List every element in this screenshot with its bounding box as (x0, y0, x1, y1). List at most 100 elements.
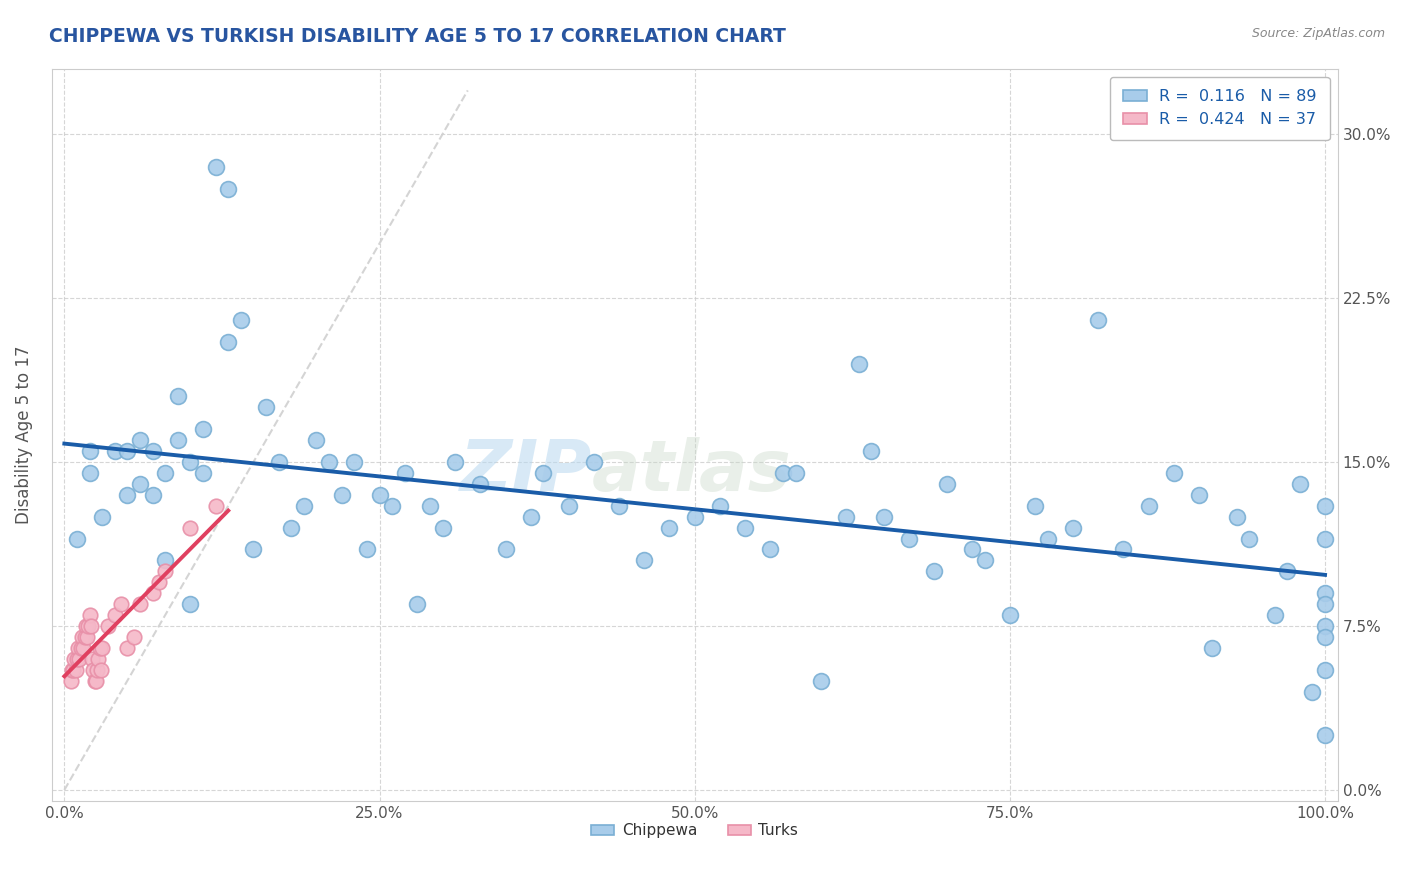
Point (683, 509, 706, 524)
Point (79, 466, 101, 480)
Point (82, 663, 104, 677)
Point (242, 542, 264, 557)
Point (1313, 532, 1336, 546)
Point (557, 499, 579, 513)
Point (444, 455, 467, 469)
Text: CHIPPEWA VS TURKISH DISABILITY AGE 5 TO 17 CORRELATION CHART: CHIPPEWA VS TURKISH DISABILITY AGE 5 TO … (49, 27, 786, 45)
Point (1301, 684, 1323, 698)
Point (179, 597, 201, 611)
Point (91, 509, 114, 524)
Point (166, 389, 188, 403)
Point (155, 565, 177, 579)
Point (873, 509, 896, 524)
Point (1313, 597, 1336, 611)
Point (292, 499, 315, 513)
Point (495, 542, 517, 557)
Point (1277, 565, 1299, 579)
Point (122, 630, 145, 644)
Point (148, 575, 170, 590)
Point (79, 608, 101, 623)
Point (1313, 586, 1336, 600)
Point (104, 444, 127, 458)
Point (254, 401, 277, 415)
Text: Source: ZipAtlas.com: Source: ZipAtlas.com (1251, 27, 1385, 40)
Point (1226, 509, 1249, 524)
Point (229, 313, 252, 327)
Point (155, 553, 177, 567)
Point (1201, 640, 1223, 655)
Point (356, 542, 378, 557)
Point (65, 663, 87, 677)
Point (129, 597, 152, 611)
Point (1313, 499, 1336, 513)
Point (406, 597, 429, 611)
Text: atlas: atlas (592, 437, 792, 506)
Point (810, 673, 832, 688)
Point (759, 542, 782, 557)
Point (179, 455, 201, 469)
Point (318, 455, 340, 469)
Point (83, 673, 105, 688)
Point (84, 673, 107, 688)
Point (75, 619, 97, 633)
Point (280, 520, 302, 534)
Point (60, 663, 83, 677)
Point (97, 619, 120, 633)
Point (70, 630, 93, 644)
Point (848, 357, 870, 371)
Point (191, 422, 214, 436)
Point (1163, 466, 1185, 480)
Point (305, 433, 328, 447)
Point (709, 499, 731, 513)
Point (1188, 488, 1211, 502)
Point (104, 608, 127, 623)
Point (67, 640, 90, 655)
Point (582, 455, 605, 469)
Point (204, 160, 226, 174)
Point (117, 444, 139, 458)
Point (76, 630, 98, 644)
Point (62, 663, 84, 677)
Point (217, 334, 239, 349)
Point (59, 673, 82, 688)
Point (394, 466, 416, 480)
Point (1288, 476, 1310, 491)
Point (658, 520, 681, 534)
Point (973, 553, 995, 567)
Point (129, 433, 152, 447)
Point (80, 652, 103, 666)
Point (72, 640, 94, 655)
Point (1062, 520, 1084, 534)
Point (90, 663, 112, 677)
Point (129, 476, 152, 491)
Point (66, 532, 89, 546)
Point (1313, 728, 1336, 742)
Point (91, 640, 114, 655)
Point (142, 586, 165, 600)
Point (110, 597, 132, 611)
Point (1313, 663, 1336, 677)
Point (69, 640, 91, 655)
Point (89, 640, 111, 655)
Point (217, 182, 239, 196)
Point (79, 444, 101, 458)
Text: ZIP: ZIP (460, 437, 592, 506)
Point (1239, 532, 1261, 546)
Point (73, 630, 96, 644)
Point (960, 542, 983, 557)
Point (1112, 542, 1135, 557)
Point (179, 520, 201, 534)
Point (343, 455, 366, 469)
Point (267, 455, 290, 469)
Point (1313, 630, 1336, 644)
Point (1024, 499, 1046, 513)
Point (87, 652, 110, 666)
Point (1137, 499, 1160, 513)
Point (117, 488, 139, 502)
Point (607, 499, 630, 513)
Point (166, 433, 188, 447)
Point (432, 520, 454, 534)
Point (69, 652, 91, 666)
Point (734, 520, 756, 534)
Point (155, 466, 177, 480)
